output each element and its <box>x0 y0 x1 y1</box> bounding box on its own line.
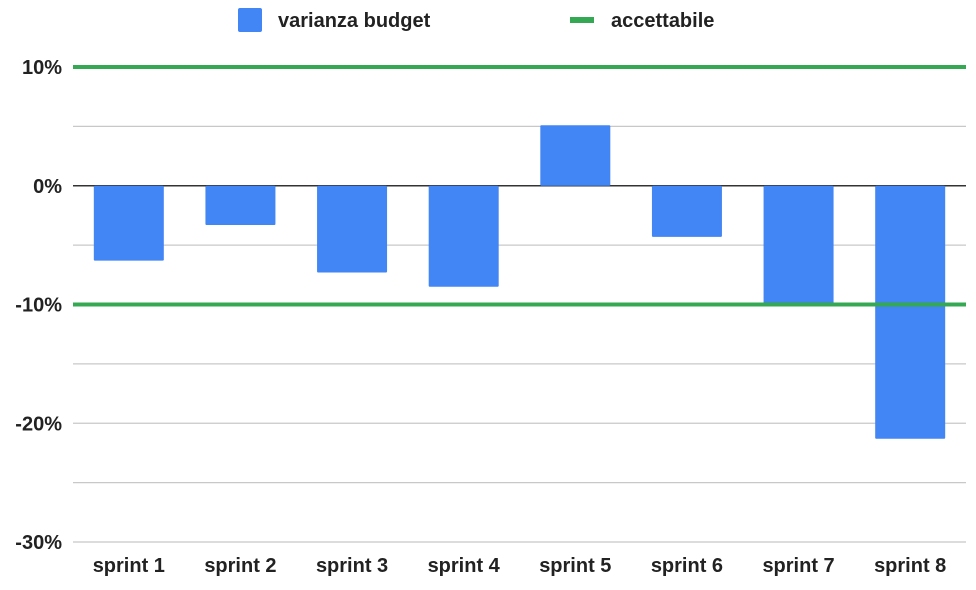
bar-sprint-7 <box>763 185 834 305</box>
x-category-label: sprint 6 <box>651 555 723 577</box>
legend-label-accettabile: accettabile <box>611 10 714 32</box>
x-category-label: sprint 1 <box>93 555 165 577</box>
x-category-label: sprint 4 <box>428 555 501 577</box>
y-tick-label: -10% <box>15 295 62 317</box>
x-category-label: sprint 2 <box>204 555 276 577</box>
legend-swatch-accettabile <box>570 17 594 23</box>
y-axis-tick-labels: 10% 0% -10% -20% -30% <box>15 57 62 554</box>
legend-swatch-varianza-budget <box>238 8 262 32</box>
y-tick-label: -30% <box>15 532 62 554</box>
x-category-label: sprint 7 <box>762 555 834 577</box>
bar-sprint-3 <box>317 185 388 273</box>
y-tick-label: 10% <box>22 57 62 79</box>
x-category-label: sprint 3 <box>316 555 388 577</box>
y-tick-label: -20% <box>15 413 62 435</box>
legend: varianza budget accettabile <box>238 8 714 32</box>
bar-sprint-2 <box>205 185 276 225</box>
bar-sprint-8 <box>875 185 946 439</box>
bar-sprint-4 <box>428 185 499 287</box>
reference-lines <box>73 65 966 307</box>
x-category-label: sprint 8 <box>874 555 946 577</box>
bar-sprint-6 <box>651 185 722 237</box>
bars <box>93 125 946 439</box>
x-category-label: sprint 5 <box>539 555 611 577</box>
legend-label-varianza-budget: varianza budget <box>278 10 431 32</box>
bar-sprint-5 <box>540 125 611 186</box>
x-axis-category-labels: sprint 1 sprint 2 sprint 3 sprint 4 sprint 5… <box>93 555 947 577</box>
bar-sprint-1 <box>93 185 164 261</box>
y-tick-label: 0% <box>33 176 62 198</box>
gridlines <box>73 125 966 543</box>
